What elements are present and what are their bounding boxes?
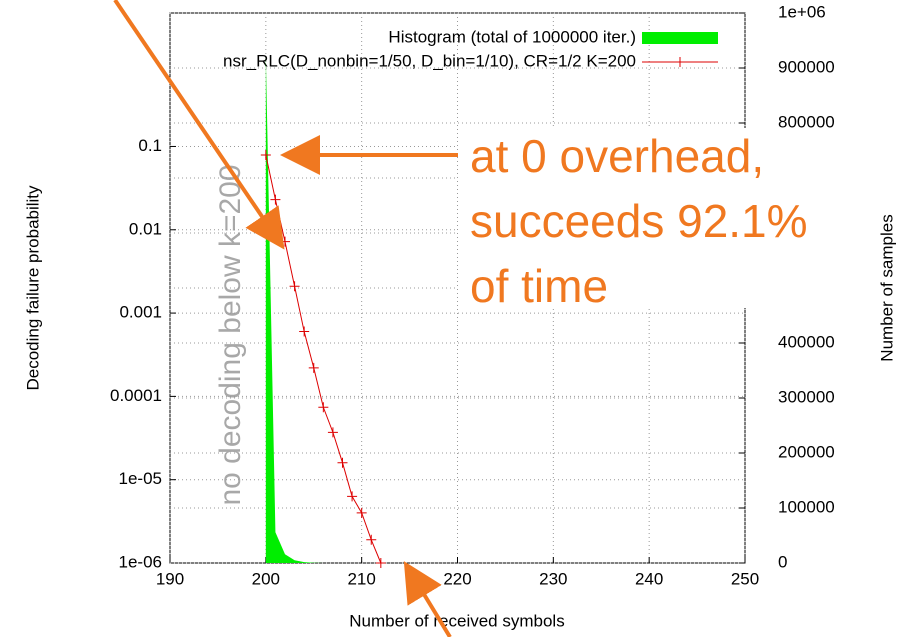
x-tick-label: 200	[252, 569, 280, 588]
annotation: no decoding below k=200	[214, 164, 247, 505]
annotation-background	[458, 128, 858, 308]
arrow	[113, 0, 285, 250]
legend: Histogram (total of 1000000 iter.) nsr_RL…	[223, 27, 718, 70]
y2-tick-label: 400000	[778, 332, 835, 351]
x-tick-label: 220	[443, 569, 471, 588]
y-tick-label: 0.001	[119, 303, 162, 322]
y-axis-label: Decoding failure probability	[23, 185, 42, 391]
y2-axis-label: Number of samples	[877, 214, 896, 361]
x-tick-label: 190	[156, 569, 184, 588]
y-tick-label: 1e-05	[119, 469, 162, 488]
point-marker	[347, 491, 358, 502]
y2-tick-label: 0	[778, 552, 787, 571]
x-tick-label: 250	[731, 569, 759, 588]
annotation: at 0 overhead,	[470, 130, 764, 182]
y-tick-label: 1e-06	[119, 552, 162, 571]
histogram-area	[265, 56, 324, 563]
x-tick-label: 230	[539, 569, 567, 588]
y2-tick-label: 900000	[778, 57, 835, 76]
y2-tick-label: 200000	[778, 442, 835, 461]
annotation: succeeds 92.1%	[470, 195, 808, 247]
legend-swatch	[675, 57, 685, 67]
point-marker	[289, 281, 300, 292]
y2-tick-label: 300000	[778, 387, 835, 406]
annotation: of time	[470, 260, 608, 312]
legend-label: nsr_RLC(D_nonbin=1/50, D_bin=1/10), CR=1…	[223, 51, 636, 70]
x-tick-label: 240	[635, 569, 663, 588]
point-marker	[375, 558, 386, 568]
point-marker	[270, 194, 281, 205]
point-marker	[260, 149, 271, 160]
point-marker	[318, 402, 329, 413]
point-marker	[327, 427, 338, 438]
legend-swatch	[642, 32, 718, 44]
point-marker	[308, 362, 319, 373]
x-tick-label: 210	[347, 569, 375, 588]
x-axis-label: Number of received symbols	[349, 611, 564, 630]
layer: 190 200 210 220 230 240 250 1e-06 1e-05 0.0001 0.0…	[110, 2, 835, 588]
y2-tick-label: 100000	[778, 497, 835, 516]
arrow	[403, 561, 452, 637]
y2-tick-label: 1e+06	[778, 2, 826, 21]
point-marker	[299, 326, 310, 337]
legend-label: Histogram (total of 1000000 iter.)	[388, 27, 636, 46]
y-tick-label: 0.01	[129, 219, 162, 238]
y-tick-label: 0.0001	[110, 386, 162, 405]
point-marker	[356, 507, 367, 518]
point-marker	[366, 534, 377, 545]
y2-tick-label: 800000	[778, 112, 835, 131]
point-marker	[337, 457, 348, 468]
y-tick-label: 0.1	[138, 136, 162, 155]
